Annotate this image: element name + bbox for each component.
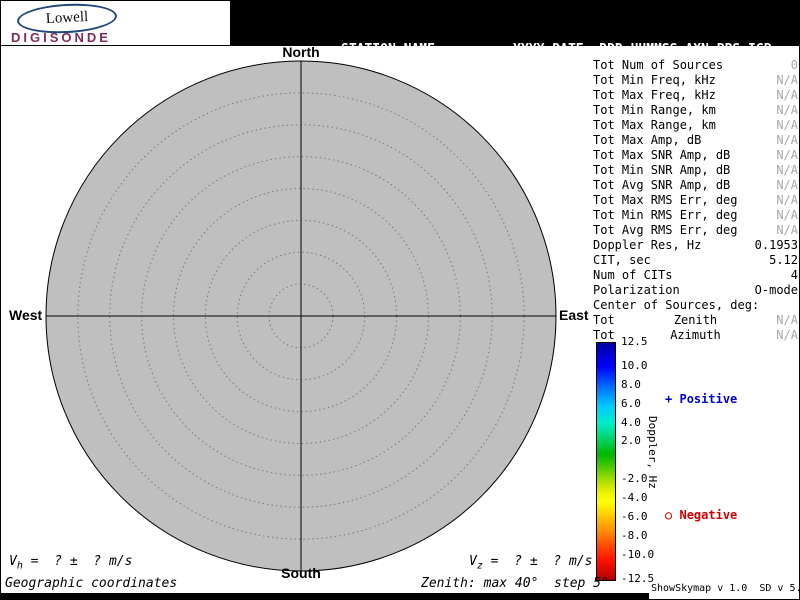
colorbar-gradient — [596, 342, 616, 581]
colorbar-tick: -8.0 — [621, 529, 648, 542]
stat-row: Tot Min RMS Err, deg N/A — [593, 208, 798, 223]
colorbar-tick: 4.0 — [621, 416, 641, 429]
stat-label: Tot Max Range, km — [593, 118, 716, 132]
zenith-range-label: Zenith: max 40° step 5° — [421, 576, 609, 591]
stat-row: CIT, sec 5.12 — [593, 253, 798, 268]
stat-row: Tot Min SNR Amp, dB N/A — [593, 163, 798, 178]
stat-row: Tot Max RMS Err, deg N/A — [593, 193, 798, 208]
colorbar-tick: 10.0 — [621, 359, 648, 372]
colorbar-tick: 12.5 — [621, 335, 648, 348]
legend-positive: + Positive — [665, 392, 737, 406]
stat-value: 4 — [790, 268, 798, 282]
colorbar-tick: -6.0 — [621, 510, 648, 523]
stat-value: 0 — [790, 58, 798, 72]
stat-value: 0.1953 — [754, 238, 798, 252]
compass-label-north: North — [282, 44, 320, 60]
stat-value: N/A — [776, 88, 798, 102]
stat-value: N/A — [776, 223, 798, 237]
stat-value: O-mode — [754, 283, 798, 297]
stat-row: Tot Max Amp, dB N/A — [593, 133, 798, 148]
stat-value: N/A — [776, 163, 798, 177]
stat-row: Tot Max Range, km N/A — [593, 118, 798, 133]
stat-row: Tot Azimuth N/A — [593, 328, 798, 343]
colorbar-tick: 2.0 — [621, 434, 641, 447]
stat-row: Tot Min Freq, kHz N/A — [593, 73, 798, 88]
legend-negative-label: Negative — [679, 508, 738, 522]
stat-row: Tot Avg RMS Err, deg N/A — [593, 223, 798, 238]
skymap-polar-plot — [45, 60, 557, 572]
stat-label: Polarization — [593, 283, 680, 297]
stat-value: N/A — [776, 73, 798, 87]
stat-label: CIT, sec — [593, 253, 651, 267]
header-column-titles: STATION NAME YYYY DATE DDD HHMMSS AXN PP… — [341, 42, 772, 57]
stat-value: N/A — [776, 313, 798, 327]
coordinate-system-label: Geographic coordinates — [5, 576, 178, 591]
stat-label: Tot Min Range, km — [593, 103, 716, 117]
stat-value: N/A — [776, 103, 798, 117]
stat-value: 5.12 — [769, 253, 798, 267]
stat-row: Tot Num of Sources 0 — [593, 58, 798, 73]
doppler-colorbar: 12.5 10.0 8.0 6.0 4.0 2.0 -2.0 -4.0 -6.0… — [596, 336, 796, 585]
version-label: ShowSkymap v 1.0 SD v 5.1 — [651, 583, 800, 594]
stat-row: Tot Zenith N/A — [593, 313, 798, 328]
circle-icon: ○ — [665, 508, 673, 522]
legend-positive-label: Positive — [679, 392, 738, 406]
stat-row: Tot Max SNR Amp, dB N/A — [593, 148, 798, 163]
stat-value: N/A — [776, 328, 798, 342]
stat-label: Tot Avg SNR Amp, dB — [593, 178, 731, 192]
stat-label: Tot Num of Sources — [593, 58, 724, 72]
stat-row: Tot Min Range, km N/A — [593, 103, 798, 118]
stat-label: Doppler Res, Hz — [593, 238, 702, 252]
logo: Lowell DIGISONDE — [1, 1, 230, 45]
stat-sublabel: Zenith — [673, 313, 718, 327]
stat-label: Tot Min SNR Amp, dB — [593, 163, 731, 177]
stat-value: N/A — [776, 208, 798, 222]
stat-label: Tot — [593, 328, 615, 342]
horizontal-velocity-readout: Vh = ? ± ? m/s — [9, 554, 133, 572]
bottom-bar — [1, 593, 649, 599]
vertical-velocity-readout: Vz = ? ± ? m/s — [469, 554, 593, 572]
plus-icon: + — [665, 392, 673, 406]
stat-label: Tot Max SNR Amp, dB — [593, 148, 731, 162]
stat-row: Tot Avg SNR Amp, dB N/A — [593, 178, 798, 193]
stat-label: Tot Max Amp, dB — [593, 133, 702, 147]
stat-label: Tot Max Freq, kHz — [593, 88, 716, 102]
stat-row: Center of Sources, deg: — [593, 298, 798, 313]
colorbar-tick: -10.0 — [621, 548, 655, 561]
logo-product-text: DIGISONDE — [11, 30, 111, 45]
statistics-panel: Tot Num of Sources 0 Tot Min Freq, kHz N/A… — [593, 58, 798, 343]
compass-label-east: East — [559, 307, 589, 323]
logo-brand-text: Lowell — [45, 8, 89, 28]
stat-row: Doppler Res, Hz 0.1953 — [593, 238, 798, 253]
stat-label: Center of Sources, deg: — [593, 298, 760, 312]
stat-value: N/A — [776, 148, 798, 162]
stat-row: Polarization O-mode — [593, 283, 798, 298]
stat-row: Num of CITs 4 — [593, 268, 798, 283]
header-bar: STATION NAME YYYY DATE DDD HHMMSS AXN PP… — [1, 1, 799, 108]
stat-label: Tot Min Freq, kHz — [593, 73, 716, 87]
colorbar-tick: -12.5 — [621, 572, 655, 585]
stat-label: Tot Min RMS Err, deg — [593, 208, 738, 222]
stat-label: Tot Avg RMS Err, deg — [593, 223, 738, 237]
stat-value: N/A — [776, 133, 798, 147]
stat-label: Tot Max RMS Err, deg — [593, 193, 738, 207]
stat-value: N/A — [776, 118, 798, 132]
stat-label: Tot — [593, 313, 615, 327]
compass-label-south: South — [281, 565, 321, 581]
stat-label: Num of CITs — [593, 268, 673, 282]
colorbar-tick: -2.0 — [621, 472, 648, 485]
stat-row: Tot Max Freq, kHz N/A — [593, 88, 798, 103]
colorbar-axis-title: Doppler, Hz — [646, 416, 659, 489]
stat-value: N/A — [776, 178, 798, 192]
colorbar-tick: 8.0 — [621, 378, 641, 391]
compass-label-west: West — [9, 307, 43, 323]
stat-value: N/A — [776, 193, 798, 207]
colorbar-tick: -4.0 — [621, 491, 648, 504]
legend-negative: ○ Negative — [665, 508, 737, 522]
colorbar-tick: 6.0 — [621, 397, 641, 410]
stat-sublabel: Azimuth — [670, 328, 721, 342]
